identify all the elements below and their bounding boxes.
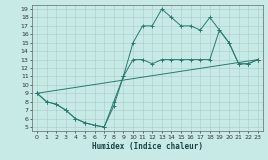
X-axis label: Humidex (Indice chaleur): Humidex (Indice chaleur) [92,142,203,152]
